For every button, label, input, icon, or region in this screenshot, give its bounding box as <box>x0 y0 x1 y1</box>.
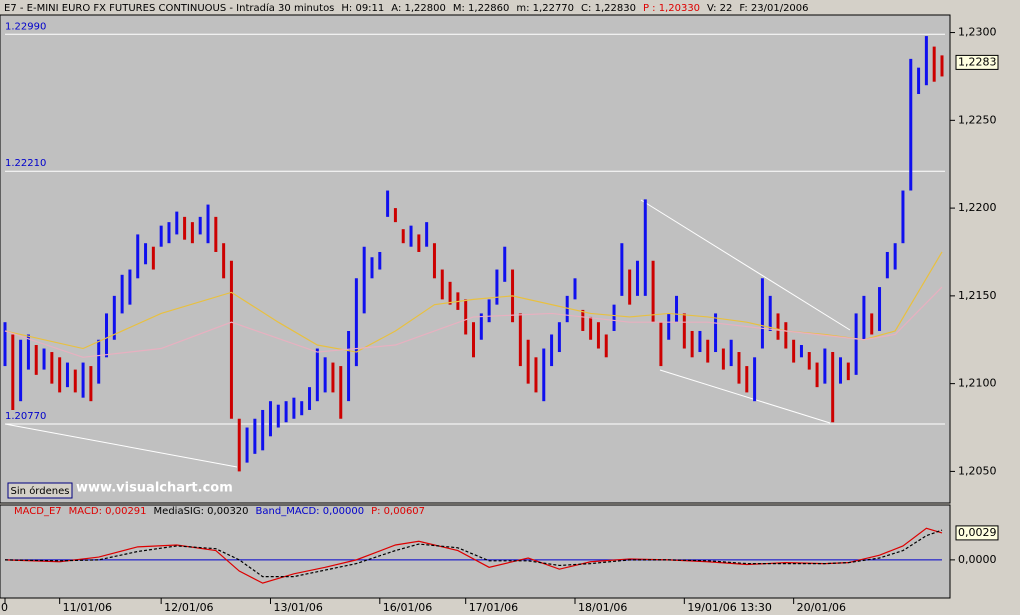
y-tick-label: 1,2150 <box>958 289 997 302</box>
header-text: MediaSIG: 0,00320 <box>154 506 249 517</box>
header-text: H: 09:11 <box>341 3 384 14</box>
header-text: M: 1,22860 <box>453 3 510 14</box>
y-tick-label: 1,2250 <box>958 113 997 126</box>
x-tick-label: 18/01/06 <box>578 601 627 614</box>
trend-line <box>640 199 851 331</box>
series-line <box>4 527 943 584</box>
x-tick-label: 11/01/06 <box>63 601 112 614</box>
x-tick-label: 13/01/06 <box>273 601 322 614</box>
last-value-box <box>955 54 999 70</box>
watermark: www.visualchart.com <box>76 481 233 496</box>
header-text: C: 1,22830 <box>581 3 636 14</box>
y-tick-label: 0,0000 <box>958 553 997 566</box>
header-text: A: 1,22800 <box>391 3 446 14</box>
y-tick-label: 1,2300 <box>958 26 997 39</box>
last-value-label: 1,2283 <box>958 55 997 68</box>
level-label: 1.22210 <box>5 158 46 169</box>
header-text: P : 1,20330 <box>643 3 700 14</box>
last-value-box <box>955 525 999 541</box>
macd-panel <box>0 504 951 599</box>
header-text: V: 22 <box>707 3 732 14</box>
x-tick-label: 12/01/06 <box>164 601 213 614</box>
header-text: P: 0,00607 <box>371 506 425 517</box>
price-panel <box>0 14 951 504</box>
x-tick-label: 16/01/06 <box>383 601 432 614</box>
series-line <box>4 286 943 358</box>
x-tick-label: 20/01/06 <box>797 601 846 614</box>
level-label: 1.20770 <box>5 411 46 422</box>
header-text: m: 1,22770 <box>516 3 574 14</box>
x-tick-label: 17/01/06 <box>469 601 518 614</box>
orders-button-label: Sin órdenes <box>11 485 70 497</box>
y-tick-label: 1,2200 <box>958 201 997 214</box>
orders-button[interactable] <box>7 482 73 499</box>
level-label: 1.22990 <box>5 21 46 32</box>
y-tick-label: 1,2100 <box>958 377 997 390</box>
x-tick-label: 0 <box>1 601 8 614</box>
x-tick-label: 19/01/06 13:30 <box>687 601 772 614</box>
header-text: F: 23/01/2006 <box>739 3 808 14</box>
header-text: MACD_E7 <box>14 506 62 517</box>
trend-line <box>4 423 238 468</box>
y-tick-label: 1,2050 <box>958 464 997 477</box>
header-text: Band_MACD: 0,00000 <box>256 506 365 517</box>
header-text: MACD: 0,00291 <box>69 506 147 517</box>
last-value-label: 0,0029 <box>958 526 997 539</box>
series-line <box>4 529 943 578</box>
header-text: E7 - E-MINI EURO FX FUTURES CONTINUOUS -… <box>4 2 334 14</box>
trend-line <box>659 369 831 424</box>
trend-lines <box>4 199 851 468</box>
